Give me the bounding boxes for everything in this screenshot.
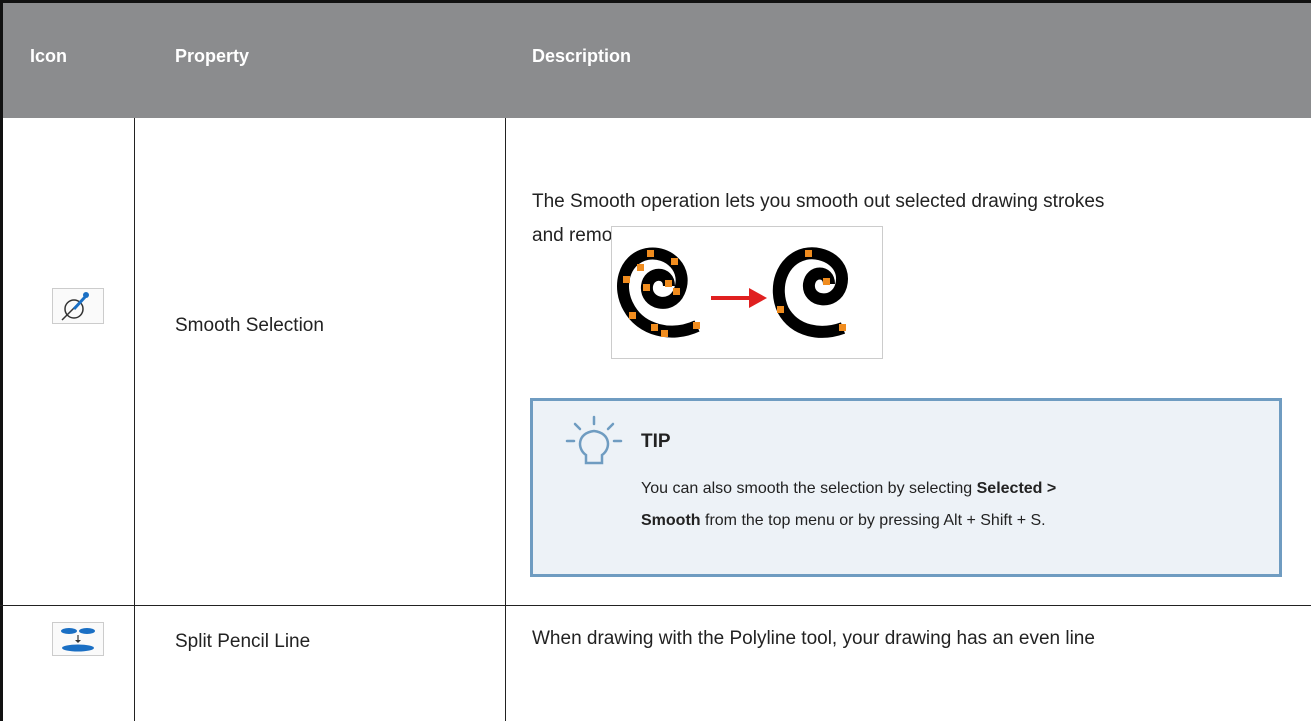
header-cell: Icon	[30, 46, 68, 66]
lightbulb-icon	[565, 415, 623, 465]
description-line: When drawing with the Polyline tool, you…	[532, 628, 1095, 649]
split-pencil-icon	[52, 622, 104, 656]
tip-line: Smooth from the top menu or by pressing …	[641, 512, 1046, 530]
property-name: Split Pencil Line	[175, 631, 311, 652]
description-line: The Smooth operation lets you smooth out…	[532, 191, 1105, 212]
row-border	[0, 605, 1311, 606]
property-name: Smooth Selection	[175, 315, 324, 336]
column-border	[134, 118, 135, 721]
tip-bold-text: Selected >	[976, 480, 1057, 497]
top-border	[0, 0, 1311, 3]
header-cell: Description	[532, 46, 632, 66]
header-cell: Property	[175, 46, 250, 66]
left-border	[0, 0, 3, 721]
table-header: Icon Property Description	[0, 0, 1311, 118]
tip-text: You can also smooth the selection by sel…	[641, 480, 977, 497]
tip-line: You can also smooth the selection by sel…	[641, 480, 1056, 498]
tip-title: TIP	[641, 431, 671, 452]
tip-box: TIP You can also smooth the selection by…	[530, 398, 1282, 577]
tip-bold-text: Smooth	[641, 512, 701, 529]
column-border	[505, 118, 506, 721]
tip-text: from the top menu or by pressing Alt + S…	[700, 512, 1046, 529]
smooth-icon	[52, 288, 104, 324]
smooth-illustration	[611, 226, 883, 359]
